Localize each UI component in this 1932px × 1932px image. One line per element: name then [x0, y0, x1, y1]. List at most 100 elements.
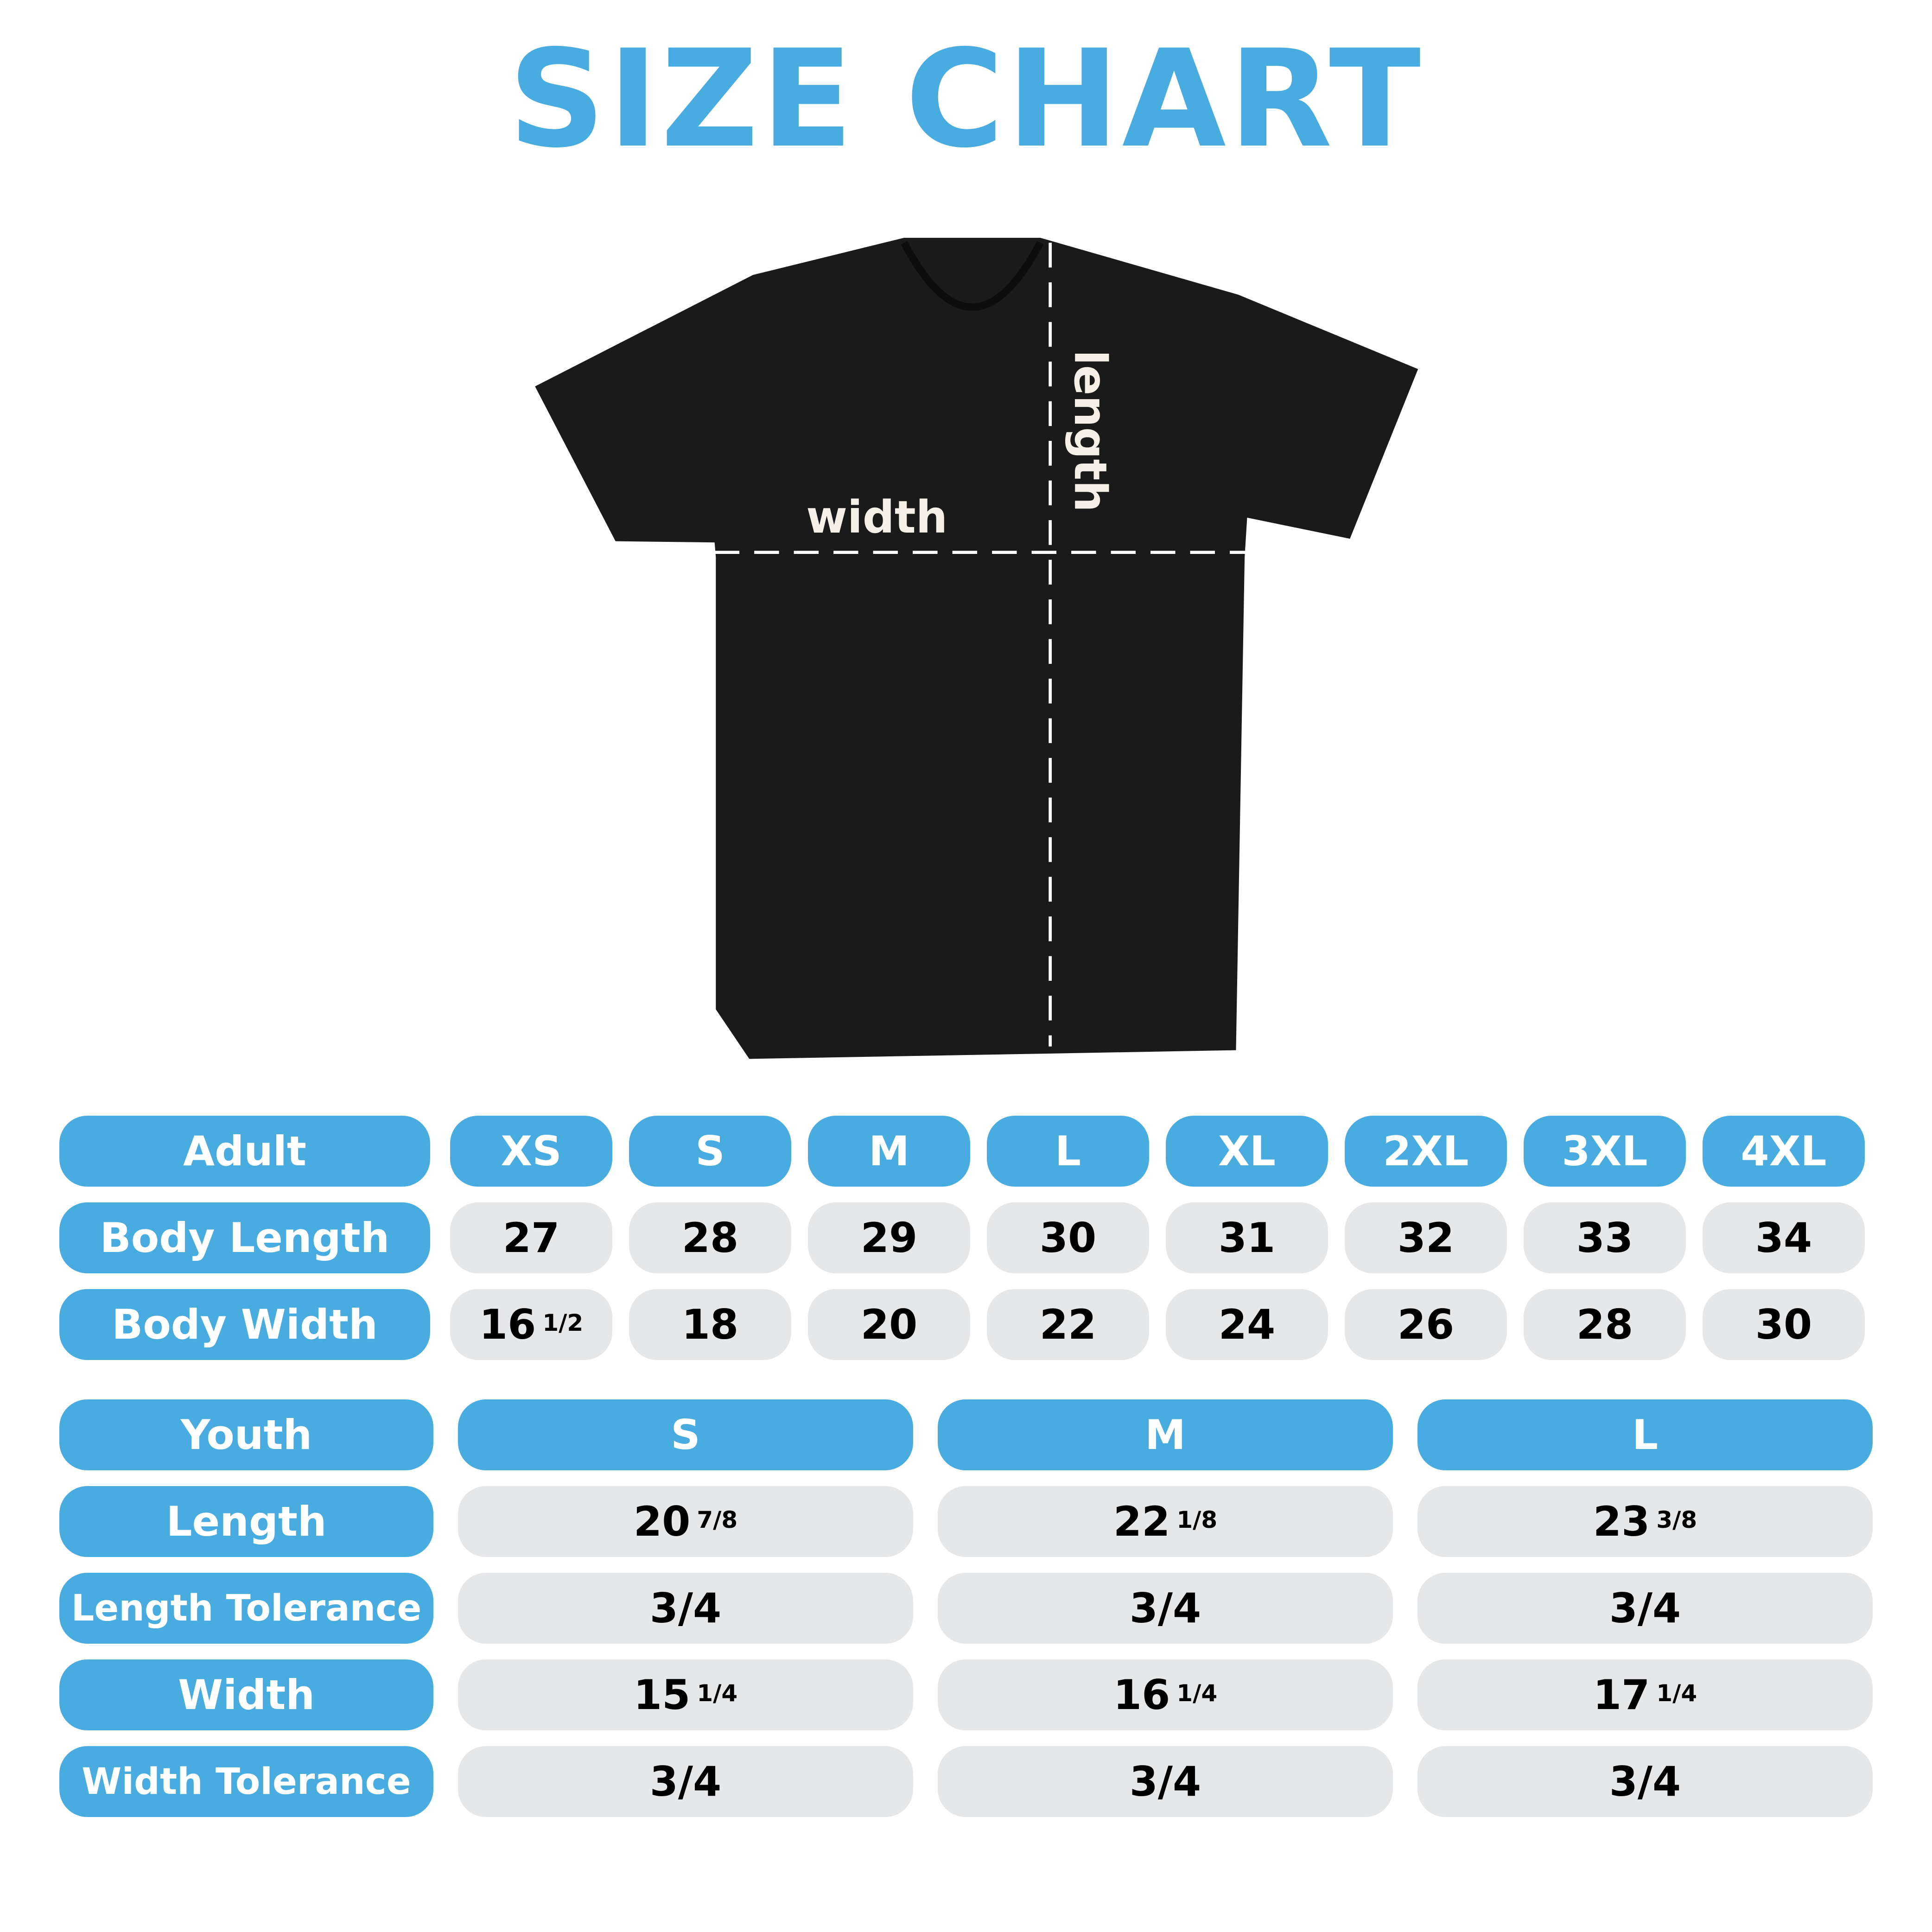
cell-text: 24 [1218, 1301, 1276, 1348]
row-label: Body Length [59, 1202, 430, 1273]
cell-text: 23 [1593, 1498, 1650, 1545]
tshirt-shape [535, 237, 1418, 1059]
measurement-cell: 34 [1703, 1202, 1865, 1273]
fraction: 7/8 [697, 1506, 738, 1533]
cell-text: 32 [1397, 1214, 1455, 1262]
youth-size-table: Youth S M L Length 20 7/8 22 1/8 23 3/8 Length Tole… [59, 1399, 1873, 1817]
cell-text: XL [1218, 1127, 1276, 1175]
measurement-cell: 23 3/8 [1417, 1486, 1873, 1557]
size-header-m: M [808, 1116, 970, 1187]
youth-header-label: Youth [59, 1399, 433, 1470]
measurement-cell: 30 [987, 1202, 1149, 1273]
measurement-cell: 20 7/8 [458, 1486, 913, 1557]
cell-text: M [1145, 1411, 1186, 1459]
size-header-s: S [458, 1399, 913, 1470]
cell-text: Body Length [100, 1214, 390, 1262]
size-header-xs: XS [450, 1116, 612, 1187]
measurement-cell: 27 [450, 1202, 612, 1273]
cell-text: 3XL [1562, 1127, 1648, 1175]
cell-text: 4XL [1741, 1127, 1827, 1175]
measurement-cell: 22 1/8 [938, 1486, 1393, 1557]
cell-text: 22 [1113, 1498, 1170, 1545]
measurement-cell: 3/4 [938, 1573, 1393, 1644]
fraction: 1/2 [542, 1309, 584, 1336]
measurement-cell: 16 1/2 [450, 1289, 612, 1360]
measurement-cell: 22 [987, 1289, 1149, 1360]
row-label: Body Width [59, 1289, 430, 1360]
fraction: 1/4 [1176, 1679, 1218, 1707]
cell-text: 26 [1397, 1301, 1455, 1348]
cell-text: 3/4 [1129, 1584, 1201, 1632]
cell-text: 30 [1755, 1301, 1812, 1348]
cell-text: L [1055, 1127, 1081, 1175]
measurement-cell: 3/4 [1417, 1746, 1873, 1817]
cell-text: 30 [1039, 1214, 1097, 1262]
fraction: 1/4 [697, 1679, 738, 1707]
measurement-cell: 32 [1345, 1202, 1507, 1273]
row-label: Length Tolerance [59, 1573, 433, 1644]
cell-text: 3/4 [1609, 1758, 1681, 1805]
cell-text: Adult [183, 1127, 306, 1175]
cell-text: 17 [1593, 1671, 1650, 1719]
cell-text: Width Tolerance [82, 1760, 411, 1803]
size-header-4xl: 4XL [1703, 1116, 1865, 1187]
fraction: 1/4 [1656, 1679, 1697, 1707]
size-header-2xl: 2XL [1345, 1116, 1507, 1187]
measurement-cell: 30 [1703, 1289, 1865, 1360]
measurement-cell: 3/4 [1417, 1573, 1873, 1644]
cell-text: Width [178, 1671, 315, 1719]
row-label: Length [59, 1486, 433, 1557]
cell-text: 16 [1113, 1671, 1170, 1719]
cell-text: L [1632, 1411, 1659, 1459]
cell-text: 3/4 [649, 1584, 722, 1632]
cell-text: XS [501, 1127, 562, 1175]
cell-text: Youth [180, 1411, 312, 1459]
length-label: length [1064, 350, 1116, 512]
cell-text: 29 [860, 1214, 918, 1262]
measurement-cell: 16 1/4 [938, 1659, 1393, 1730]
size-header-3xl: 3XL [1524, 1116, 1686, 1187]
cell-text: 15 [633, 1671, 691, 1719]
measurement-cell: 3/4 [458, 1746, 913, 1817]
cell-text: S [671, 1411, 700, 1459]
cell-text: 3/4 [1609, 1584, 1681, 1632]
cell-text: M [869, 1127, 909, 1175]
measurement-cell: 31 [1166, 1202, 1328, 1273]
tshirt-collar [901, 241, 1044, 311]
measurement-cell: 24 [1166, 1289, 1328, 1360]
cell-text: 20 [860, 1301, 918, 1348]
cell-text: 20 [633, 1498, 691, 1545]
measurement-cell: 3/4 [458, 1573, 913, 1644]
size-header-xl: XL [1166, 1116, 1328, 1187]
measurement-cell: 20 [808, 1289, 970, 1360]
measurement-cell: 28 [1524, 1289, 1686, 1360]
measurement-cell: 33 [1524, 1202, 1686, 1273]
cell-text: 2XL [1383, 1127, 1469, 1175]
width-label: width [806, 491, 947, 543]
row-label: Width [59, 1659, 433, 1730]
cell-text: 34 [1755, 1214, 1812, 1262]
row-label: Width Tolerance [59, 1746, 433, 1817]
cell-text: 16 [479, 1301, 536, 1348]
cell-text: 18 [681, 1301, 739, 1348]
cell-text: S [695, 1127, 725, 1175]
measurement-cell: 28 [629, 1202, 791, 1273]
cell-text: 27 [502, 1214, 560, 1262]
cell-text: 33 [1576, 1214, 1633, 1262]
page-title: SIZE CHART [508, 21, 1424, 178]
size-header-l: L [1417, 1399, 1873, 1470]
fraction: 3/8 [1656, 1506, 1697, 1533]
measurement-cell: 3/4 [938, 1746, 1393, 1817]
cell-text: 28 [1576, 1301, 1633, 1348]
size-header-l: L [987, 1116, 1149, 1187]
cell-text: 28 [681, 1214, 739, 1262]
adult-size-table: Adult XS S M L XL 2XL 3XL 4XL Body Length 27 28 29 30… [59, 1116, 1868, 1360]
measurement-cell: 26 [1345, 1289, 1507, 1360]
size-header-s: S [629, 1116, 791, 1187]
size-header-m: M [938, 1399, 1393, 1470]
measurement-cell: 15 1/4 [458, 1659, 913, 1730]
fraction: 1/8 [1176, 1506, 1218, 1533]
cell-text: 3/4 [649, 1758, 722, 1805]
measurement-cell: 18 [629, 1289, 791, 1360]
